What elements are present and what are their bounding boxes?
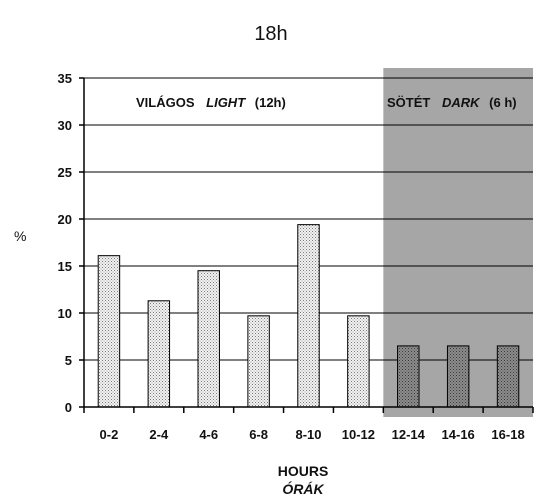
x-axis-label-secondary: ÓRÁK [282,480,324,497]
x-tick-label: 2-4 [149,427,169,442]
y-tick-label: 25 [58,165,72,180]
x-tick-label: 4-6 [199,427,218,442]
light-label-en: LIGHT [206,95,246,110]
bar-0-2 [97,255,121,408]
x-tick-label: 14-16 [442,427,475,442]
bar-2-4 [147,300,171,408]
x-tick-label: 10-12 [342,427,375,442]
dark-label-en: DARK [442,95,481,110]
bar-8-10 [297,224,320,408]
x-tick-label: 12-14 [392,427,426,442]
dark-label-hu: SÖTÉT [387,95,430,110]
y-tick-label: 35 [58,71,72,86]
y-tick-label: 15 [58,259,72,274]
bar-layer [97,224,520,408]
light-label-duration: (12h) [255,95,286,110]
y-tick-label: 30 [58,118,72,133]
x-tick-label: 8-10 [295,427,321,442]
axis-layer [79,77,534,413]
chart-title: 18h [254,23,287,45]
bar-4-6 [197,270,220,408]
light-label-hu: VILÁGOS [136,95,195,110]
bar-16-18 [496,345,520,408]
x-tick-label: 16-18 [491,427,524,442]
light-region-label: VILÁGOS LIGHT (12h) [136,95,286,110]
y-tick-label: 0 [65,400,72,415]
y-tick-label: 5 [65,353,72,368]
y-tick-labels: 0 5 10 15 20 25 30 35 [58,71,72,415]
y-tick-label: 10 [58,306,72,321]
x-axis-label: HOURS [278,463,329,479]
bar-14-16 [446,345,470,408]
y-tick-label: 20 [58,212,72,227]
y-axis-label: % [14,228,26,244]
bar-10-12 [347,315,370,408]
x-tick-labels: 0-2 2-4 4-6 6-8 8-10 10-12 12-14 14-16 16-18 [100,427,525,442]
x-tick-label: 0-2 [100,427,119,442]
bar-12-14 [397,345,420,408]
bar-6-8 [247,315,270,408]
dark-label-duration: (6 h) [489,95,516,110]
dark-region-label: SÖTÉT DARK (6 h) [387,95,517,110]
x-tick-label: 6-8 [249,427,268,442]
